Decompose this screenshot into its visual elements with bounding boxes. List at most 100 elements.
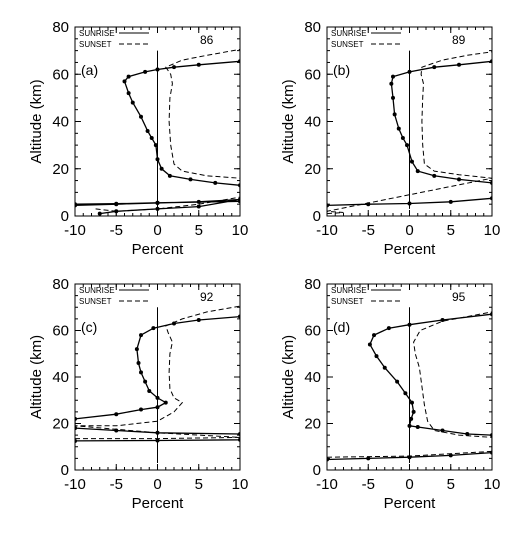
year-label: 86	[200, 33, 214, 47]
data-point	[407, 201, 412, 206]
y-tick-label: 80	[304, 276, 321, 293]
series-line-sunset	[95, 48, 240, 212]
data-point	[415, 169, 420, 174]
legend-label: SUNSET	[331, 40, 364, 49]
data-point	[407, 69, 412, 74]
x-tick-label: -10	[316, 222, 338, 239]
data-point	[114, 201, 119, 206]
data-point	[432, 173, 437, 178]
chart-panel-1: -10 -5 0 5 10 0 20 40 60 80 Percent Altitude (km) SU…	[28, 19, 248, 258]
data-point	[389, 81, 394, 86]
x-tick-label: -5	[362, 476, 375, 493]
panel-label: (d)	[333, 319, 350, 335]
x-tick-label: 5	[447, 222, 455, 239]
x-tick-label: -5	[110, 222, 123, 239]
data-point	[75, 438, 77, 443]
y-tick-label: 60	[52, 323, 69, 340]
series-line-sunset	[327, 51, 492, 215]
data-point	[490, 312, 492, 317]
legend-label: SUNRISE	[79, 286, 115, 295]
x-tick-label: 0	[153, 222, 161, 239]
chart-panel-3: -10 -5 0 5 10 0 20 40 60 80 Percent Altitude (km) SU…	[28, 276, 248, 512]
series-group	[327, 311, 492, 462]
x-tick-label: 10	[484, 476, 501, 493]
data-point	[139, 370, 143, 375]
y-tick-label: 40	[52, 114, 69, 131]
data-point	[155, 67, 160, 72]
series-group	[327, 51, 492, 215]
x-axis-title: Percent	[384, 241, 437, 258]
data-point	[391, 95, 395, 100]
data-point	[440, 318, 445, 323]
series-group	[75, 48, 240, 216]
data-point	[372, 333, 377, 338]
y-tick-label: 60	[304, 66, 321, 83]
data-point	[465, 431, 470, 436]
data-point	[149, 136, 154, 141]
data-point	[457, 62, 461, 67]
data-point	[391, 74, 395, 79]
x-tick-label: 0	[405, 476, 413, 493]
panel-label: (b)	[333, 62, 350, 78]
data-point	[407, 322, 412, 327]
legend-label: SUNSET	[79, 40, 112, 49]
y-tick-label: 20	[304, 161, 321, 178]
series-group	[75, 305, 240, 443]
x-tick-label: -10	[316, 476, 338, 493]
data-point	[411, 409, 416, 414]
data-point	[151, 326, 156, 331]
x-axis-title: Percent	[132, 241, 185, 258]
x-tick-label: 5	[195, 222, 203, 239]
data-point	[440, 428, 445, 433]
data-point	[126, 91, 131, 96]
data-point	[97, 211, 102, 216]
x-tick-label: -10	[64, 476, 86, 493]
y-axis-title: Altitude (km)	[280, 79, 297, 163]
data-point	[155, 438, 160, 443]
x-axis-title: Percent	[384, 495, 437, 512]
x-tick-label: -5	[362, 222, 375, 239]
data-point	[122, 79, 127, 84]
data-point	[196, 199, 201, 204]
legend-label: SUNSET	[331, 297, 364, 306]
year-label: 92	[200, 290, 214, 304]
x-tick-label: 10	[232, 222, 249, 239]
data-point	[134, 347, 139, 352]
data-point	[374, 354, 379, 359]
data-point	[126, 74, 131, 79]
data-point	[153, 143, 158, 148]
y-tick-label: 20	[304, 416, 321, 433]
data-point	[327, 457, 329, 462]
year-label: 95	[452, 290, 466, 304]
data-point	[188, 177, 193, 182]
data-point	[396, 126, 401, 131]
y-axis-title: Altitude (km)	[28, 79, 45, 163]
legend-label: SUNRISE	[79, 29, 115, 38]
data-point	[114, 412, 119, 417]
x-tick-label: 5	[447, 476, 455, 493]
data-point	[147, 388, 152, 393]
data-point	[238, 431, 240, 436]
data-point	[238, 59, 240, 64]
x-tick-label: 5	[195, 476, 203, 493]
legend-label: SUNRISE	[331, 29, 367, 38]
y-tick-label: 0	[313, 208, 321, 225]
chart-panel-2: -10 -5 0 5 10 0 20 40 60 80 Percent Altitude (km) SU…	[280, 19, 500, 258]
data-point	[490, 59, 492, 64]
data-point	[415, 424, 420, 429]
y-tick-label: 80	[52, 276, 69, 293]
data-point	[213, 180, 218, 185]
data-point	[155, 395, 160, 400]
data-point	[382, 365, 387, 370]
data-point	[143, 69, 148, 74]
data-point	[327, 203, 329, 208]
x-tick-label: -10	[64, 222, 86, 239]
data-point	[196, 62, 201, 67]
data-point	[238, 437, 240, 442]
data-point	[409, 416, 414, 421]
data-point	[238, 314, 240, 319]
y-tick-label: 20	[52, 161, 69, 178]
legend-label: SUNRISE	[331, 286, 367, 295]
data-point	[139, 114, 143, 119]
x-tick-label: 10	[232, 476, 249, 493]
